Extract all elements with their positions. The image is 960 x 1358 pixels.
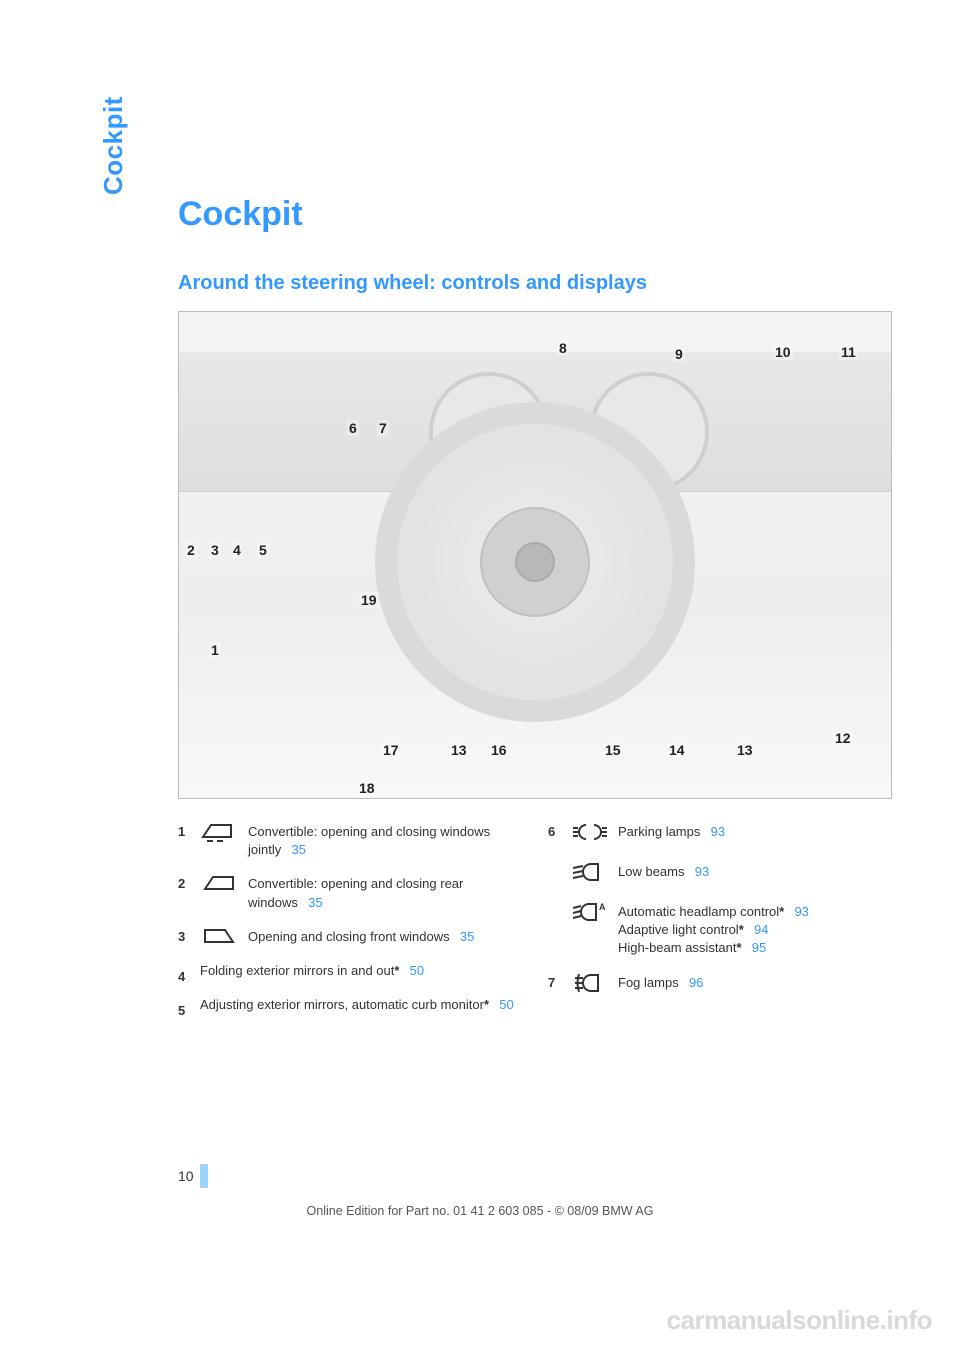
page-footer: 10 — [178, 1164, 208, 1188]
cockpit-diagram: 8 9 10 11 6 7 2345 19 1 17 13 16 15 14 13 12 18 — [178, 311, 892, 799]
page-reference[interactable]: 35 — [308, 895, 322, 910]
page-tab-marker — [200, 1164, 208, 1188]
legend-columns: 1 Convertible: opening and closing window… — [178, 817, 892, 1030]
legend-text: Adjusting exterior mirrors, automatic cu… — [200, 996, 518, 1014]
legend-number: 1 — [178, 817, 192, 841]
legend-text: Convertible: opening and closing windows… — [248, 817, 518, 859]
callout-10: 10 — [773, 344, 793, 360]
legend-text: Fog lamps 96 — [618, 968, 888, 992]
legend-line: Adaptive light control* 94 — [618, 921, 888, 939]
window-all-icon — [200, 817, 240, 847]
window-rear-icon — [200, 869, 240, 899]
page-reference[interactable]: 96 — [689, 975, 703, 990]
legend-number: 6 — [548, 817, 562, 841]
callout-18: 18 — [357, 780, 377, 796]
legend-text: Parking lamps 93 — [618, 817, 888, 841]
legend-number — [548, 857, 562, 863]
page-reference[interactable]: 95 — [752, 940, 766, 955]
legend-number — [548, 897, 562, 903]
legend-text: Low beams 93 — [618, 857, 888, 881]
svg-text:A: A — [599, 902, 606, 912]
legend-item: 3 Opening and closing front windows 35 — [178, 922, 518, 952]
legend-item: 2 Convertible: opening and closing rear w… — [178, 869, 518, 911]
callout-7: 7 — [377, 420, 389, 436]
legend-item: 7 Fog lamps 96 — [548, 968, 888, 998]
fog-lamp-icon — [570, 968, 610, 998]
callout-8: 8 — [557, 340, 569, 356]
callout-13: 13 — [735, 742, 755, 758]
callout-11: 11 — [839, 344, 858, 360]
legend-column-right: 6 Parking lamps 93 Low beams 93 A Automatic … — [548, 817, 888, 1030]
window-front-icon — [200, 922, 240, 952]
page-reference[interactable]: 94 — [754, 922, 768, 937]
legend-item: 1 Convertible: opening and closing window… — [178, 817, 518, 859]
legend-text: Convertible: opening and closing rear wi… — [248, 869, 518, 911]
callout-6: 6 — [347, 420, 359, 436]
legend-text: Opening and closing front windows 35 — [248, 922, 518, 946]
callout-15: 15 — [603, 742, 623, 758]
page-number: 10 — [178, 1168, 200, 1184]
legend-column-left: 1 Convertible: opening and closing window… — [178, 817, 518, 1030]
page-title: Cockpit — [178, 195, 892, 234]
legend-item: 5 Adjusting exterior mirrors, automatic c… — [178, 996, 518, 1020]
legend-number: 2 — [178, 869, 192, 893]
watermark: carmanualsonline.info — [667, 1305, 932, 1336]
callout-4: 4 — [231, 542, 243, 558]
callout-9: 9 — [673, 346, 685, 362]
legend-line: High-beam assistant* 95 — [618, 939, 888, 957]
legend-item: 4 Folding exterior mirrors in and out* 50 — [178, 962, 518, 986]
legend-number: 5 — [178, 996, 192, 1020]
page-reference[interactable]: 35 — [460, 929, 474, 944]
callout-2: 2 — [185, 542, 197, 558]
callout-19: 19 — [359, 592, 379, 608]
legend-text: Automatic headlamp control* 93Adaptive l… — [618, 897, 888, 958]
section-subtitle: Around the steering wheel: controls and … — [178, 272, 892, 295]
parking-lamp-icon — [570, 817, 610, 847]
page-reference[interactable]: 93 — [711, 824, 725, 839]
callout-13: 13 — [449, 742, 469, 758]
legend-number: 7 — [548, 968, 562, 992]
page-reference[interactable]: 50 — [410, 963, 424, 978]
edition-line: Online Edition for Part no. 01 41 2 603 … — [0, 1204, 960, 1218]
auto-light-icon: A — [570, 897, 610, 927]
legend-line: Automatic headlamp control* 93 — [618, 903, 888, 921]
callout-1: 1 — [209, 642, 221, 658]
callout-5: 5 — [257, 542, 269, 558]
callout-3: 3 — [209, 542, 221, 558]
legend-item: A Automatic headlamp control* 93Adaptive … — [548, 897, 888, 958]
page-reference[interactable]: 93 — [794, 904, 808, 919]
page-reference[interactable]: 50 — [499, 997, 513, 1012]
legend-number: 4 — [178, 962, 192, 986]
callout-14: 14 — [667, 742, 687, 758]
callout-17: 17 — [381, 742, 401, 758]
low-beam-icon — [570, 857, 610, 887]
page-reference[interactable]: 35 — [291, 842, 305, 857]
legend-item: Low beams 93 — [548, 857, 888, 887]
legend-number: 3 — [178, 922, 192, 946]
callout-12: 12 — [833, 730, 853, 746]
callout-16: 16 — [489, 742, 509, 758]
page-body: Cockpit Around the steering wheel: contr… — [110, 0, 902, 1358]
legend-text: Folding exterior mirrors in and out* 50 — [200, 962, 518, 980]
legend-item: 6 Parking lamps 93 — [548, 817, 888, 847]
page-reference[interactable]: 93 — [695, 864, 709, 879]
